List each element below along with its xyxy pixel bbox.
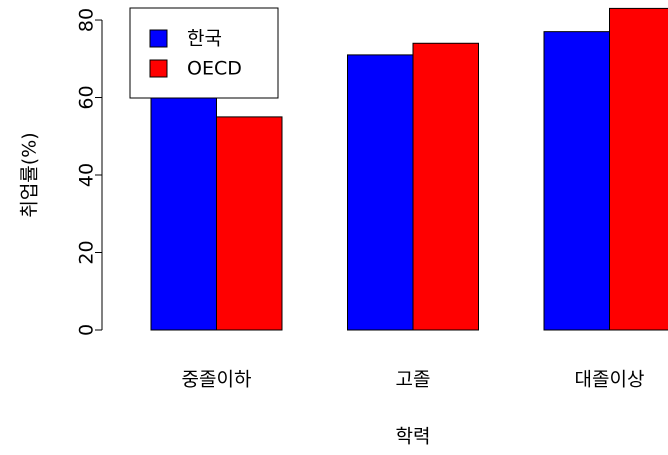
y-tick-label: 20 bbox=[76, 240, 98, 264]
x-axis-label: 학력 bbox=[396, 426, 431, 448]
legend-swatch bbox=[149, 59, 168, 78]
legend: 한국 OECD bbox=[129, 7, 279, 99]
bar bbox=[216, 116, 283, 331]
y-axis-label: 취업률(%) bbox=[19, 132, 41, 217]
bar bbox=[543, 31, 610, 331]
x-tick-label: 중졸이하 bbox=[182, 369, 252, 391]
bar bbox=[609, 7, 668, 331]
legend-label: OECD bbox=[187, 58, 242, 80]
y-tick-label: 0 bbox=[76, 324, 98, 336]
legend-box bbox=[129, 7, 279, 99]
y-tick-label: 60 bbox=[76, 85, 98, 109]
legend-swatch bbox=[149, 29, 168, 48]
x-tick-label: 고졸 bbox=[396, 369, 431, 391]
legend-label: 한국 bbox=[187, 28, 222, 50]
x-tick-label: 대졸이상 bbox=[575, 369, 645, 391]
y-tick-label: 80 bbox=[76, 8, 98, 32]
bar bbox=[150, 73, 217, 331]
bar bbox=[347, 54, 414, 331]
y-tick-label: 40 bbox=[76, 163, 98, 187]
bar bbox=[412, 42, 479, 331]
